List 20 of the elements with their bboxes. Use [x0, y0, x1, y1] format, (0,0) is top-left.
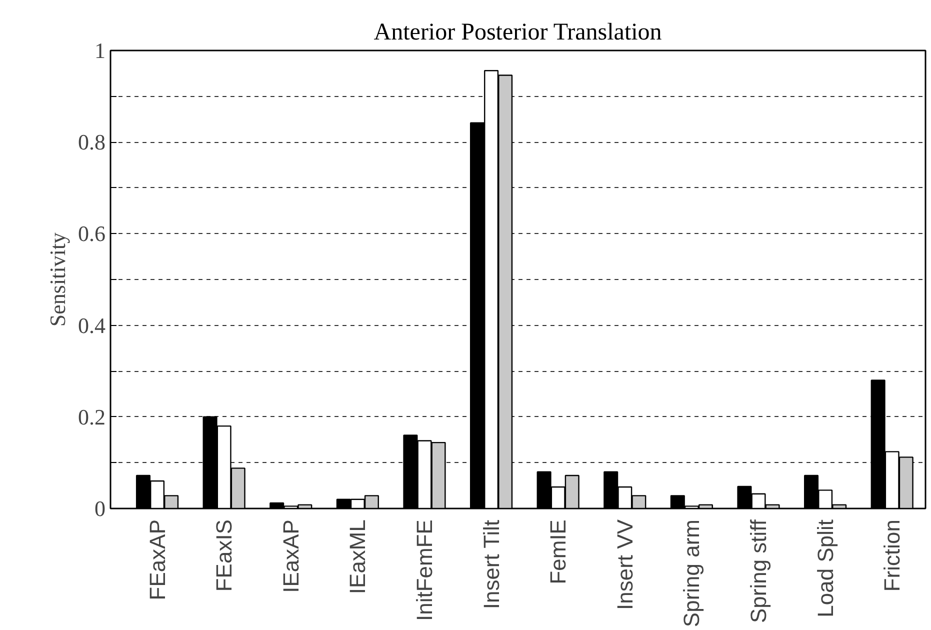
chart-title: Anterior Posterior Translation [374, 20, 662, 46]
y-tick-label: 0.8 [78, 130, 106, 155]
x-tick-label: Insert Tilt [478, 520, 504, 610]
y-tick-label: 0.4 [78, 312, 106, 338]
x-tick-label: Load Split [812, 519, 838, 618]
x-tick-label: FEaxAP [144, 519, 170, 600]
x-tick-label: Spring stiff [746, 518, 771, 624]
x-tick-label: Insert VV [612, 519, 638, 610]
x-tick-label: InitFemFE [412, 519, 437, 621]
y-tick-label: 1 [94, 38, 106, 63]
x-tick-label: FEaxIS [212, 519, 237, 592]
x-tick-label: FemIE [546, 519, 571, 584]
x-tick-label: Spring arm [679, 520, 704, 628]
y-tick-label: 0 [94, 496, 106, 521]
x-tick-label: Friction [880, 520, 905, 592]
y-tick-label: 0.2 [78, 404, 106, 430]
y-axis-title: Sensitivity [45, 232, 70, 327]
y-tick-label: 0.6 [78, 221, 106, 246]
x-tick-label: IEaxAP [278, 519, 304, 593]
x-tick-label: IEaxML [345, 519, 370, 594]
